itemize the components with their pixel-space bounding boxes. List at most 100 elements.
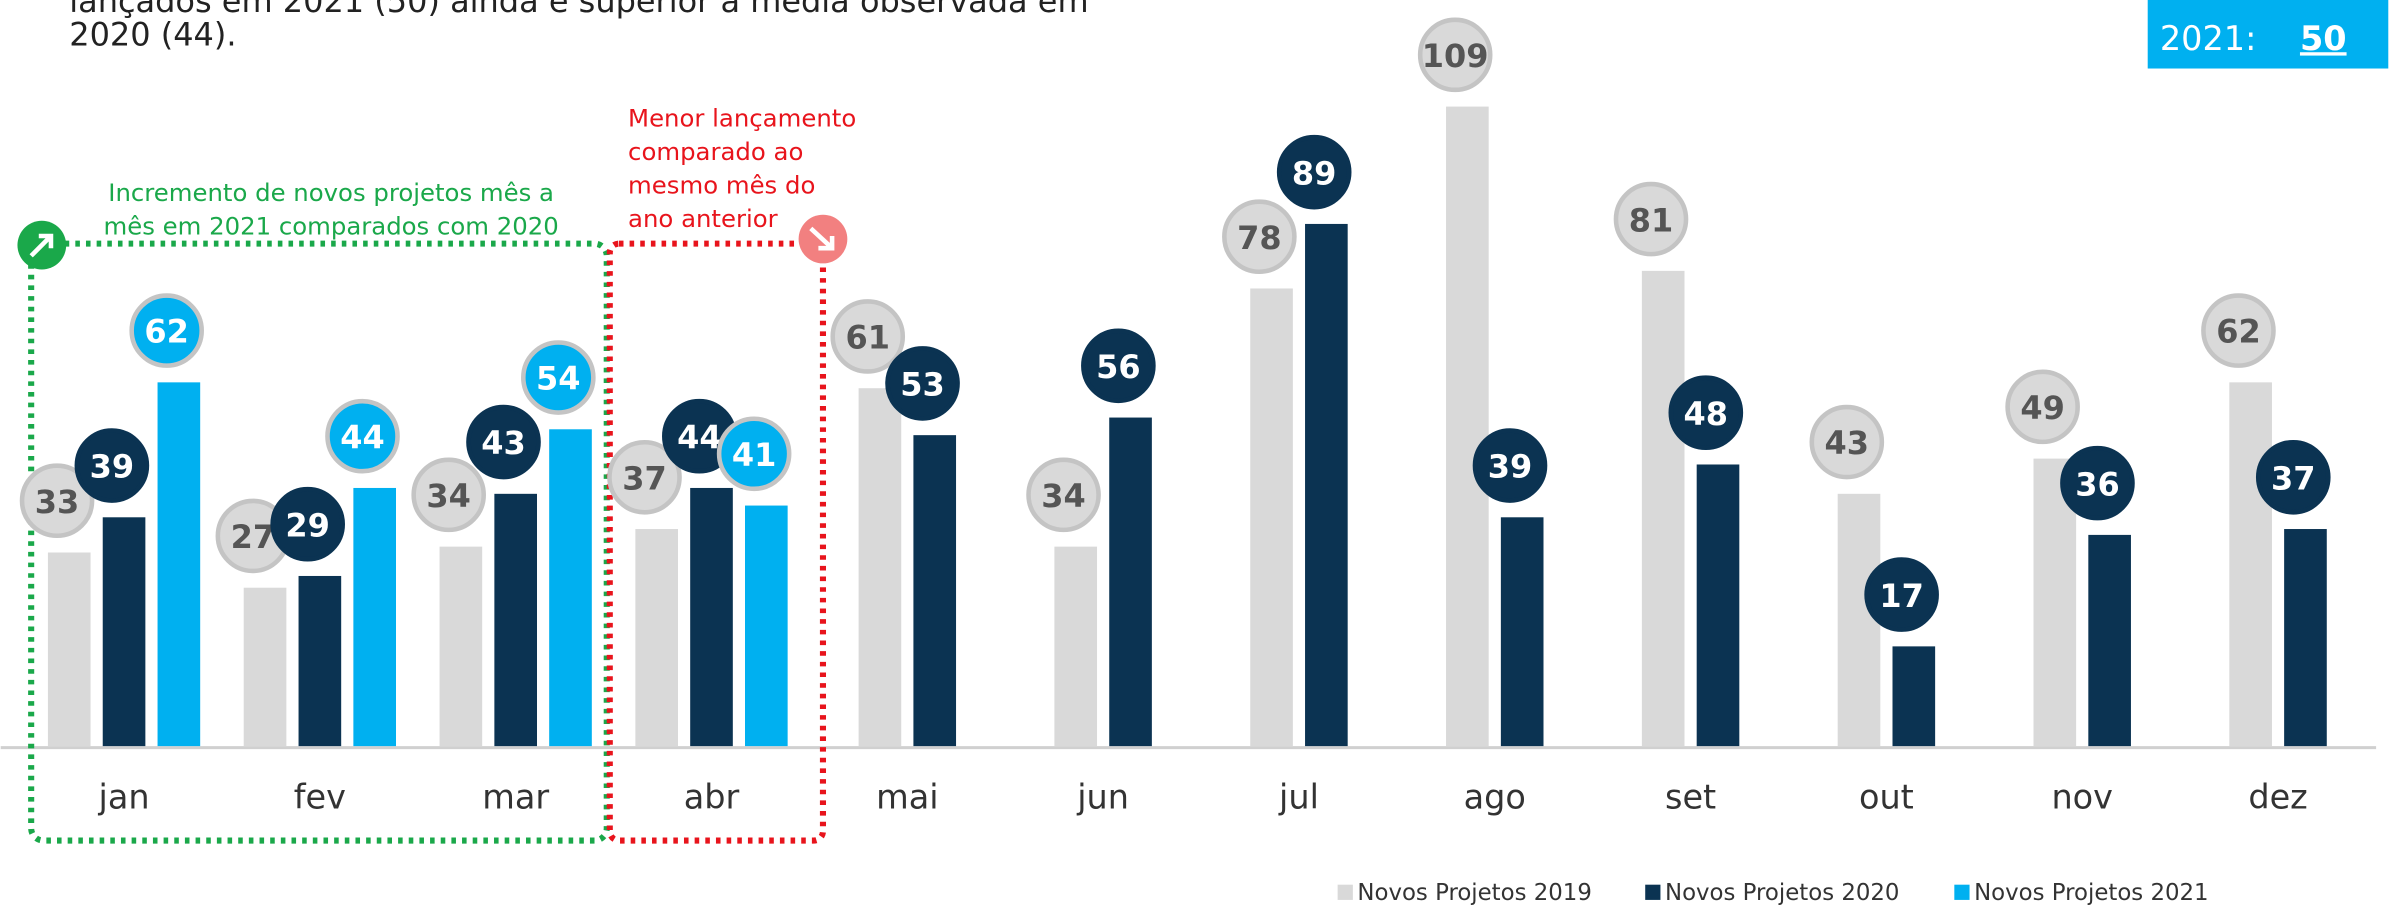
bar xyxy=(494,493,538,747)
value-label: 53 xyxy=(900,366,945,404)
value-label: 109 xyxy=(1422,37,1489,75)
value-bubble xyxy=(1809,404,1885,480)
x-tick-label: jun xyxy=(1076,778,1129,817)
badge-value: 50 xyxy=(2300,19,2347,58)
value-label: 56 xyxy=(1096,348,1141,386)
bar xyxy=(1696,464,1740,747)
bar xyxy=(690,487,733,747)
x-tick-label: mai xyxy=(876,778,938,817)
badge-label: 2021: xyxy=(2160,19,2257,58)
value-bubble xyxy=(325,398,400,474)
up-arrow xyxy=(29,233,54,258)
value-bubble xyxy=(466,404,541,480)
x-tick-label: out xyxy=(1859,778,1914,817)
value-label: 62 xyxy=(144,313,189,351)
value-bubble xyxy=(1472,428,1548,503)
legend-swatch xyxy=(1645,884,1661,900)
value-label: 43 xyxy=(481,424,526,462)
bar xyxy=(298,575,342,747)
value-bubble xyxy=(885,346,960,421)
value-label: 81 xyxy=(1629,201,1673,239)
legend-label: Novos Projetos 2020 xyxy=(1665,880,1899,906)
bar xyxy=(635,529,679,747)
x-tick-label: jan xyxy=(98,778,150,817)
value-label: 54 xyxy=(536,360,581,398)
value-label: 36 xyxy=(2075,465,2120,503)
bar xyxy=(102,517,146,747)
bar xyxy=(1641,270,1685,747)
annotation: comparado ao xyxy=(628,137,803,166)
bar xyxy=(439,546,483,747)
value-bubble xyxy=(1417,17,1493,93)
bar xyxy=(745,505,788,747)
bar xyxy=(858,388,902,747)
bar xyxy=(913,435,957,747)
badge xyxy=(2147,0,2389,69)
bar xyxy=(1892,646,1936,747)
legend-label: Novos Projetos 2021 xyxy=(1974,880,2208,906)
header-line: lançados em 2021 (50) ainda é superior à… xyxy=(69,0,1088,20)
bar xyxy=(1054,546,1098,747)
value-label: 39 xyxy=(1488,448,1533,486)
value-bubble xyxy=(129,293,204,368)
value-label: 62 xyxy=(2216,313,2261,351)
value-label: 89 xyxy=(1292,154,1337,192)
annotation: mesmo mês do xyxy=(628,170,815,199)
value-bubble xyxy=(2060,445,2135,521)
value-bubble xyxy=(607,439,682,515)
x-tick-label: ago xyxy=(1464,778,1526,817)
bar xyxy=(549,429,592,747)
annotation: Incremento de novos projetos mês a xyxy=(108,178,554,207)
value-label: 41 xyxy=(732,436,777,474)
value-bubble xyxy=(1613,181,1689,257)
bar xyxy=(2284,529,2327,747)
x-tick-label: nov xyxy=(2051,778,2113,817)
value-label: 61 xyxy=(845,319,890,357)
value-label: 78 xyxy=(1237,219,1281,257)
bar xyxy=(2088,534,2131,747)
value-bubble xyxy=(411,457,486,533)
bar xyxy=(1837,493,1881,747)
value-bubble xyxy=(1026,457,1101,533)
value-bubble xyxy=(2201,293,2276,368)
x-tick-label: mar xyxy=(482,778,549,817)
value-label: 48 xyxy=(1684,395,1729,433)
value-bubble xyxy=(521,340,596,415)
x-tick-label: fev xyxy=(294,778,346,817)
x-tick-label: jul xyxy=(1278,778,1319,817)
value-bubble xyxy=(1864,557,1939,632)
value-bubble xyxy=(74,428,150,503)
value-bubble xyxy=(1668,375,1744,451)
bar xyxy=(1500,517,1544,747)
value-bubble xyxy=(1222,199,1297,275)
annotation: mês em 2021 comparados com 2020 xyxy=(104,211,559,240)
header-line: 2020 (44). xyxy=(69,16,236,54)
bar xyxy=(1305,223,1348,747)
x-tick-label: set xyxy=(1665,778,1716,817)
value-label: 44 xyxy=(340,418,384,456)
value-bubble xyxy=(2005,369,2080,445)
annotation: Menor lançamento xyxy=(628,103,856,132)
bar xyxy=(243,587,287,747)
value-label: 33 xyxy=(35,483,79,521)
value-bubble xyxy=(830,299,906,374)
bar xyxy=(1109,417,1152,747)
value-label: 34 xyxy=(1041,477,1086,515)
value-label: 27 xyxy=(231,518,275,556)
legend-swatch xyxy=(1337,884,1353,900)
value-label: 29 xyxy=(285,506,329,544)
bar xyxy=(2229,382,2272,747)
bar xyxy=(1446,106,1489,747)
legend-swatch xyxy=(1954,884,1970,900)
value-label: 37 xyxy=(2271,459,2316,497)
x-tick-label: dez xyxy=(2248,778,2307,817)
value-label: 43 xyxy=(1825,424,1870,462)
value-bubble xyxy=(716,416,792,492)
value-label: 17 xyxy=(1879,577,1924,615)
red-box xyxy=(606,240,827,844)
value-bubble xyxy=(1276,134,1352,210)
value-label: 44 xyxy=(677,418,722,456)
value-bubble xyxy=(270,486,345,562)
value-label: 34 xyxy=(426,477,471,515)
